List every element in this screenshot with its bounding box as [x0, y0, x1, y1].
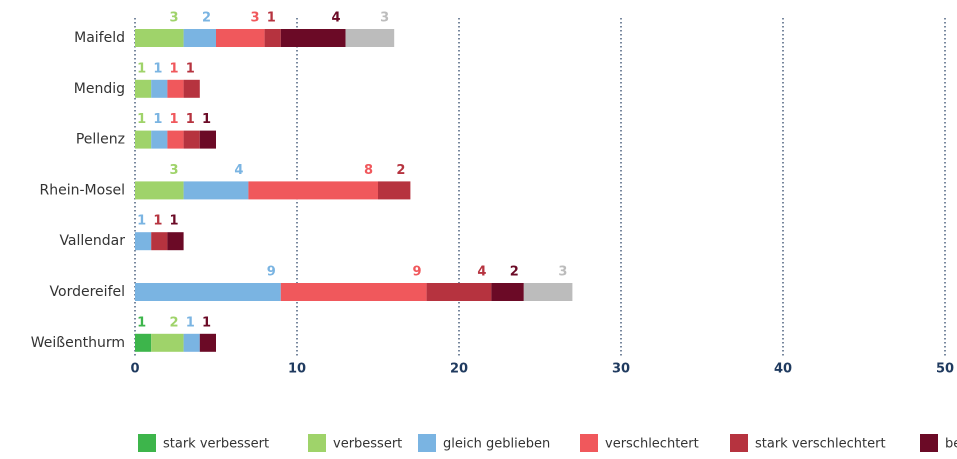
legend-swatch	[418, 434, 436, 452]
y-tick-label: Maifeld	[74, 30, 125, 46]
data-label: 1	[186, 61, 195, 76]
bar-segment	[345, 29, 395, 47]
bar-segment	[135, 130, 152, 149]
bar-segment	[216, 29, 265, 47]
data-label: 1	[137, 61, 146, 76]
legend-label: stark verschlechtert	[755, 437, 886, 452]
legend-label: stark verbessert	[163, 437, 269, 452]
data-label: 4	[332, 11, 341, 26]
data-label: 2	[396, 163, 405, 178]
y-tick-label: Mendig	[74, 81, 125, 97]
x-tick-label: 30	[612, 362, 630, 377]
legend-swatch	[138, 434, 156, 452]
bar-segment	[426, 283, 492, 301]
y-tick-label: Pellenz	[76, 132, 125, 148]
data-label: 1	[153, 112, 162, 127]
data-label: 3	[170, 11, 179, 26]
data-label: 1	[137, 214, 146, 229]
bar-segment	[199, 130, 216, 149]
data-label: 1	[202, 315, 211, 330]
x-tick-label: 20	[450, 362, 468, 377]
data-label: 1	[267, 11, 276, 26]
data-label: 1	[170, 112, 179, 127]
bar-segment	[135, 232, 152, 251]
x-tick-label: 10	[288, 362, 306, 377]
bar-segment	[167, 79, 184, 98]
legend-swatch	[308, 434, 326, 452]
bar-segment	[183, 181, 249, 200]
legend-swatch	[580, 434, 598, 452]
bar-segment	[135, 29, 184, 47]
data-label: 3	[170, 163, 179, 178]
bar-segment	[151, 333, 184, 352]
bar-segment	[151, 130, 168, 149]
bar-segment	[151, 79, 168, 98]
y-tick-label: Weißenthurm	[31, 335, 125, 351]
data-label: 1	[153, 61, 162, 76]
legend-label: gleich geblieben	[443, 437, 550, 452]
bar-segment	[378, 181, 411, 200]
bar-segment	[135, 181, 184, 200]
y-tick-label: Vallendar	[59, 233, 125, 249]
data-label: 1	[153, 214, 162, 229]
data-label: 1	[186, 112, 195, 127]
data-label: 3	[380, 11, 389, 26]
data-label: 4	[477, 265, 486, 280]
legend-swatch	[730, 434, 748, 452]
data-label: 1	[186, 315, 195, 330]
bar-segment	[135, 283, 281, 301]
data-label: 3	[558, 265, 567, 280]
bar-segment	[280, 29, 346, 47]
x-tick-label: 0	[130, 362, 139, 377]
data-label: 4	[234, 163, 243, 178]
bar-segment	[151, 232, 168, 251]
bar-segment	[167, 130, 184, 149]
legend-label: verbessert	[333, 437, 402, 452]
bar-segment	[264, 29, 281, 47]
bar-segment	[248, 181, 378, 200]
data-label: 1	[202, 112, 211, 127]
data-label: 2	[510, 265, 519, 280]
bar-segment	[280, 283, 427, 301]
legend-label: verschlechtert	[605, 437, 699, 452]
data-label: 1	[170, 61, 179, 76]
data-label: 9	[267, 265, 276, 280]
bar-segment	[199, 333, 216, 352]
data-label: 2	[170, 315, 179, 330]
data-label: 1	[137, 315, 146, 330]
legend-swatch	[920, 434, 938, 452]
y-tick-label: Vordereifel	[50, 284, 125, 300]
x-tick-label: 40	[774, 362, 792, 377]
data-label: 2	[202, 11, 211, 26]
data-label: 3	[251, 11, 260, 26]
data-label: 1	[137, 112, 146, 127]
data-label: 8	[364, 163, 373, 178]
bar-segment	[491, 283, 524, 301]
bar-segment	[523, 283, 573, 301]
bar-segment	[183, 130, 200, 149]
legend-label: be	[945, 437, 957, 452]
bar-segment	[167, 232, 184, 251]
x-tick-label: 50	[936, 362, 954, 377]
data-label: 1	[170, 214, 179, 229]
bar-segment	[183, 333, 200, 352]
bar-segment	[135, 79, 152, 98]
data-label: 9	[413, 265, 422, 280]
bar-segment	[183, 29, 216, 47]
y-tick-label: Rhein-Mosel	[40, 182, 125, 198]
bar-segment	[135, 333, 152, 352]
bar-segment	[183, 79, 200, 98]
